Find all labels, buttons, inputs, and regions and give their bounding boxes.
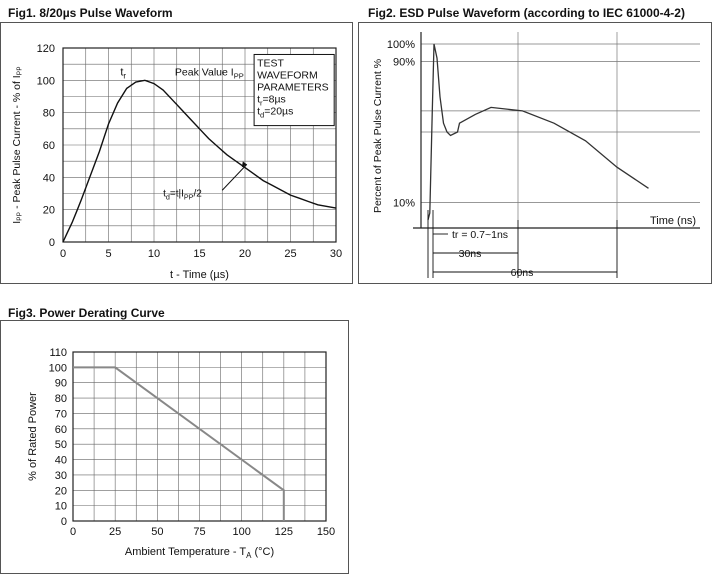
fig2-tr-label: tr = 0.7~1ns [452,229,508,241]
fig3-xtick-label: 100 [232,526,250,538]
fig1-series-line [62,79,337,243]
fig1-ytick-label: 60 [43,140,55,152]
fig3-ytick-label: 0 [61,516,67,528]
fig1-title: Fig1. 8/20µs Pulse Waveform [8,6,173,20]
fig1-ytick-label: 100 [37,75,55,87]
fig2-title: Fig2. ESD Pulse Waveform (according to I… [368,6,685,20]
fig3-xtick-label: 150 [317,526,335,538]
fig1-ytick-label: 0 [49,237,55,249]
fig2-60ns-label: 60ns [511,267,534,279]
fig3-xtick-label: 0 [70,526,76,538]
fig1-td-label: td=t|IPP/2 [163,189,202,202]
fig1-peak-label: Peak Value IPP [175,66,244,80]
fig2-panel-frame [358,22,712,284]
fig1-xtick-label: 30 [330,248,342,260]
fig3-xtick-label: 50 [151,526,163,538]
fig1-xtick-label: 10 [148,248,160,260]
fig3-xtick-label: 125 [275,526,293,538]
fig1-ytick-label: 20 [43,205,55,217]
fig3-ytick-label: 110 [49,347,67,359]
fig1-xtick-label: 15 [193,248,205,260]
fig1-param-line: PARAMETERS [257,81,329,93]
fig2-ytick-label: 10% [393,197,415,209]
fig1-panel-frame [0,22,353,284]
fig1-plot: 0 5 10 15 20 25 30 0 20 40 60 80 100 120 t - Time (µs)… [11,43,342,281]
fig1-xtick-label: 25 [284,248,296,260]
fig2-ytick-label: 90% [393,57,415,69]
fig3-ytick-label: 20 [55,485,67,497]
fig1-param-box [253,53,335,127]
fig1-param-line: TEST [257,57,284,69]
fig1-param-td: td=20µs [257,105,293,119]
fig1-ytick-label: 120 [37,43,55,55]
fig3-series-line [73,366,285,521]
fig3-xtick-label: 25 [109,526,121,538]
fig3-ytick-label: 10 [55,501,67,513]
fig3-ytick-label: 90 [55,378,67,390]
fig1-xlabel: t - Time (µs) [170,269,229,281]
fig1-param-line: WAVEFORM [257,69,318,81]
fig3-plot: 0 25 50 75 100 125 150 0 10 20 30 40 50 60 70 80 90 100 11… [27,347,335,560]
fig2-plot: 100% 90% 10% Time (ns) Percent of Peak Pulse… [372,32,700,279]
fig3-ytick-label: 80 [55,393,67,405]
fig1-xtick-label: 5 [105,248,111,260]
fig3-ytick-label: 70 [55,408,67,420]
fig1-ylabel: Iₚₚ - Peak Pulse Current - % of Iₚₚ [11,66,23,223]
fig1-td-arrowhead [241,161,247,168]
fig3-xlabel: Ambient Temperature - TA (°C) [125,546,274,560]
fig3-plot-border [72,351,327,522]
fig2-xlabel: Time (ns) [650,215,696,227]
fig3-ytick-label: 60 [55,424,67,436]
fig2-ytick-label: 100% [387,39,415,51]
fig1-ytick-label: 40 [43,172,55,184]
fig3-ytick-label: 30 [55,470,67,482]
fig3-ytick-label: 50 [55,439,67,451]
fig2-ylabel: Percent of Peak Pulse Current % [372,59,384,213]
fig1-xtick-label: 0 [60,248,66,260]
fig3-ylabel: % of Rated Power [27,392,39,481]
fig1-param-tr: tr=8µs [257,93,286,107]
fig3-xtick-label: 75 [193,526,205,538]
fig3-panel-frame [0,320,349,574]
fig1-plot-border [62,47,337,243]
fig2-series-line [427,43,649,221]
fig3-ytick-label: 40 [55,455,67,467]
fig1-xtick-label: 20 [239,248,251,260]
fig1-ytick-label: 80 [43,108,55,120]
fig1-td-arrow [221,164,248,191]
fig1-tr-label: tr [120,66,126,80]
fig2-30ns-label: 30ns [459,248,482,260]
fig3-title: Fig3. Power Derating Curve [8,306,165,320]
fig3-ytick-label: 100 [49,362,67,374]
